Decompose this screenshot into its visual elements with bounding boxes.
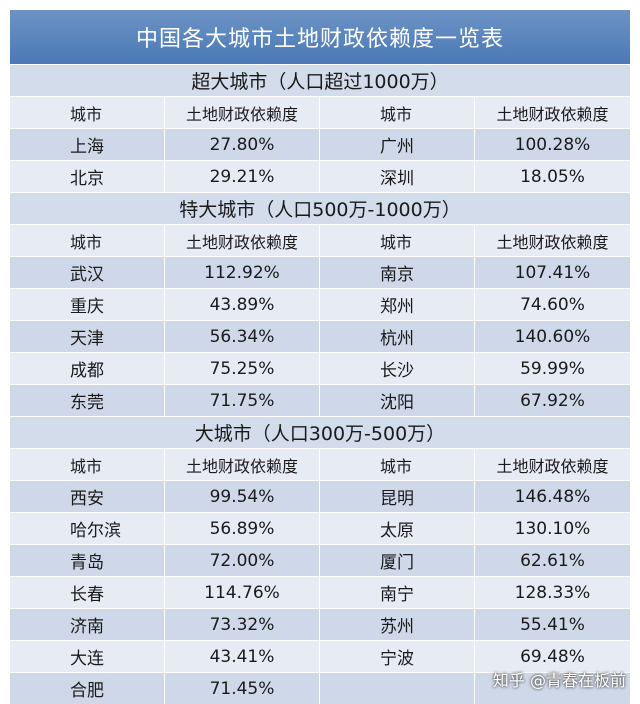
city-name: 苏州	[320, 609, 475, 640]
table-row: 长春 114.76% 南宁 128.33%	[10, 576, 630, 608]
column-header-ratio: 土地财政依赖度	[165, 225, 320, 256]
city-name: 重庆	[10, 289, 165, 320]
dependency-ratio: 62.61%	[520, 550, 585, 571]
table-row: 天津 56.34% 杭州 140.60%	[10, 320, 630, 352]
city-name: 广州	[320, 129, 475, 160]
city-name: 青岛	[10, 545, 165, 576]
column-header-city: 城市	[10, 97, 165, 128]
table-row: 哈尔滨 56.89% 太原 130.10%	[10, 512, 630, 544]
column-header-city: 城市	[320, 225, 475, 256]
column-header-city: 城市	[320, 97, 475, 128]
dependency-ratio: 99.54%	[165, 481, 320, 512]
city-name: 郑州	[320, 289, 475, 320]
city-name	[320, 673, 475, 704]
city-name: 厦门	[320, 545, 475, 576]
column-header-row: 城市 土地财政依赖度 城市 土地财政依赖度	[10, 448, 630, 480]
city-name: 东莞	[10, 385, 165, 416]
dependency-ratio: 18.05%	[520, 166, 585, 187]
city-name: 南宁	[320, 577, 475, 608]
watermark-text: 知乎 @青春在板前	[492, 671, 626, 690]
dependency-ratio: 71.75%	[165, 385, 320, 416]
dependency-ratio: 29.21%	[165, 161, 320, 192]
dependency-ratio: 43.89%	[165, 289, 320, 320]
dependency-ratio: 73.32%	[165, 609, 320, 640]
dependency-ratio: 27.80%	[165, 129, 320, 160]
section-header: 特大城市（人口500万-1000万）	[10, 192, 630, 224]
column-header-city: 城市	[10, 225, 165, 256]
table-body: 超大城市（人口超过1000万） 城市 土地财政依赖度 城市 土地财政依赖度 上海 27.80…	[10, 64, 630, 704]
dependency-ratio: 43.41%	[165, 641, 320, 672]
dependency-ratio: 107.41%	[514, 262, 591, 283]
city-name: 济南	[10, 609, 165, 640]
dependency-ratio: 72.00%	[165, 545, 320, 576]
dependency-ratio: 71.45%	[165, 673, 320, 704]
table-row: 北京 29.21% 深圳 18.05%	[10, 160, 630, 192]
section-header: 大城市（人口300万-500万）	[10, 416, 630, 448]
table-row: 东莞 71.75% 沈阳 67.92%	[10, 384, 630, 416]
column-header-ratio: 土地财政依赖度	[496, 232, 609, 252]
city-name: 昆明	[320, 481, 475, 512]
dependency-ratio: 67.92%	[520, 390, 585, 411]
table-row: 大连 43.41% 宁波 69.48%	[10, 640, 630, 672]
table-row: 上海 27.80% 广州 100.28%	[10, 128, 630, 160]
city-name: 上海	[10, 129, 165, 160]
city-name: 长沙	[320, 353, 475, 384]
dependency-ratio: 130.10%	[514, 518, 591, 539]
city-name: 长春	[10, 577, 165, 608]
city-name: 北京	[10, 161, 165, 192]
city-name: 沈阳	[320, 385, 475, 416]
column-header-ratio: 土地财政依赖度	[496, 456, 609, 476]
dependency-ratio: 146.48%	[514, 486, 591, 507]
city-name: 南京	[320, 257, 475, 288]
city-name: 哈尔滨	[10, 513, 165, 544]
section-header: 超大城市（人口超过1000万）	[10, 64, 630, 96]
table-row: 成都 75.25% 长沙 59.99%	[10, 352, 630, 384]
column-header-ratio: 土地财政依赖度	[496, 104, 609, 124]
column-header-city: 城市	[320, 449, 475, 480]
table-row: 济南 73.32% 苏州 55.41%	[10, 608, 630, 640]
land-finance-table: 中国各大城市土地财政依赖度一览表 超大城市（人口超过1000万） 城市 土地财政依赖…	[10, 10, 630, 704]
dependency-ratio: 128.33%	[514, 582, 591, 603]
column-header-city: 城市	[10, 449, 165, 480]
table-title: 中国各大城市土地财政依赖度一览表	[10, 10, 630, 64]
dependency-ratio: 75.25%	[165, 353, 320, 384]
city-name: 合肥	[10, 673, 165, 704]
city-name: 成都	[10, 353, 165, 384]
city-name: 天津	[10, 321, 165, 352]
dependency-ratio: 114.76%	[165, 577, 320, 608]
watermark: 知乎 @青春在板前	[493, 667, 626, 691]
column-header-row: 城市 土地财政依赖度 城市 土地财政依赖度	[10, 96, 630, 128]
column-header-ratio: 土地财政依赖度	[165, 449, 320, 480]
dependency-ratio: 112.92%	[165, 257, 320, 288]
city-name: 大连	[10, 641, 165, 672]
city-name: 杭州	[320, 321, 475, 352]
dependency-ratio: 56.34%	[165, 321, 320, 352]
dependency-ratio: 100.28%	[514, 134, 591, 155]
table-row: 西安 99.54% 昆明 146.48%	[10, 480, 630, 512]
city-name: 深圳	[320, 161, 475, 192]
dependency-ratio: 74.60%	[520, 294, 585, 315]
column-header-ratio: 土地财政依赖度	[165, 97, 320, 128]
dependency-ratio: 69.48%	[520, 646, 585, 667]
city-name: 太原	[320, 513, 475, 544]
dependency-ratio: 55.41%	[520, 614, 585, 635]
dependency-ratio: 140.60%	[514, 326, 591, 347]
city-name: 武汉	[10, 257, 165, 288]
table-row: 武汉 112.92% 南京 107.41%	[10, 256, 630, 288]
table-row: 青岛 72.00% 厦门 62.61%	[10, 544, 630, 576]
city-name: 西安	[10, 481, 165, 512]
city-name: 宁波	[320, 641, 475, 672]
table-row: 重庆 43.89% 郑州 74.60%	[10, 288, 630, 320]
dependency-ratio: 59.99%	[520, 358, 585, 379]
column-header-row: 城市 土地财政依赖度 城市 土地财政依赖度	[10, 224, 630, 256]
dependency-ratio: 56.89%	[165, 513, 320, 544]
